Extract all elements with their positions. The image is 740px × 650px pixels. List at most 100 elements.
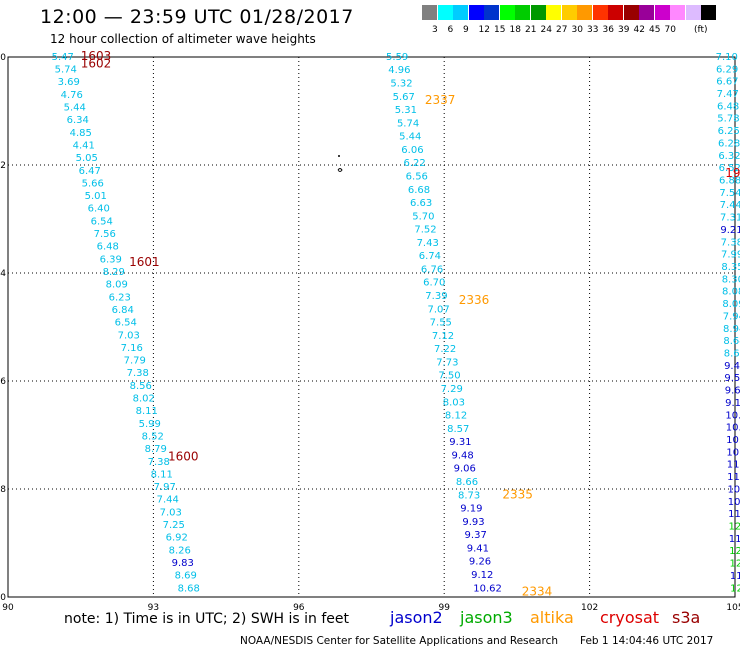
wave-height-value: 7.29 <box>441 384 463 395</box>
legend-label: 36 <box>602 25 614 35</box>
wave-height-value: 10.62 <box>473 583 502 594</box>
legend-label: 27 <box>556 25 568 35</box>
pass-time-label: 2334 <box>522 585 553 599</box>
wave-height-value: 11.9 <box>729 534 740 545</box>
wave-height-value: 8.26 <box>169 545 191 556</box>
satellite-cryosat-label: cryosat <box>600 608 660 627</box>
wave-height-value: 9.26 <box>469 557 491 568</box>
wave-height-value: 7.47 <box>717 89 739 100</box>
lat-tick-label: -14 <box>0 269 6 279</box>
legend-swatch <box>577 5 592 20</box>
wave-height-value: 7.79 <box>124 356 146 367</box>
wave-height-value: 6.56 <box>406 171 428 182</box>
wave-height-value: 6.88 <box>719 175 740 186</box>
wave-height-value: 7.12 <box>432 331 454 342</box>
satellite-s3a-label: s3a <box>672 608 701 627</box>
wave-height-value: 10.57 <box>726 423 740 434</box>
pass-time-label: 2335 <box>502 487 533 501</box>
wave-height-value: 8.65 <box>724 348 740 359</box>
wave-height-value: 7.44 <box>157 495 179 506</box>
wave-height-value: 8.03 <box>443 397 465 408</box>
pass-time-label: 1600 <box>168 450 199 464</box>
wave-height-value: 6.34 <box>67 115 89 126</box>
wave-height-value: 11.90 <box>727 472 740 483</box>
wave-height-value: 7.50 <box>438 371 460 382</box>
wave-height-value: 7.07 <box>427 304 449 315</box>
legend-swatch <box>468 5 484 20</box>
wave-height-value: 9.68 <box>725 386 740 397</box>
wave-height-value: 5.05 <box>76 153 98 164</box>
wave-height-value: 6.63 <box>410 198 432 209</box>
lon-tick-label: 105 <box>726 603 740 613</box>
wave-height-value: 7.73 <box>436 357 458 368</box>
legend-swatch <box>422 5 437 20</box>
wave-height-value: 8.11 <box>136 406 158 417</box>
legend-swatch <box>437 5 453 20</box>
wave-height-value: 7.10 <box>716 52 738 63</box>
wave-height-value: 7.43 <box>417 238 439 249</box>
wave-height-value: 6.28 <box>718 138 740 149</box>
wave-height-value: 7.03 <box>118 330 140 341</box>
wave-height-value: 5.32 <box>390 78 412 89</box>
wave-height-value: 6.48 <box>97 242 119 253</box>
wave-height-value: 6.67 <box>716 77 738 88</box>
wave-height-value: 7.38 <box>148 457 170 468</box>
wave-height-value: 5.31 <box>395 105 417 116</box>
wave-height-value: 6.39 <box>100 254 122 265</box>
legend-swatch <box>546 5 561 20</box>
legend-swatch <box>670 5 685 20</box>
pass-time-label: 19 <box>725 166 740 180</box>
wave-height-value: 6.70 <box>423 278 445 289</box>
legend-label: 12 <box>478 25 490 35</box>
wave-height-value: 8.12 <box>445 411 467 422</box>
legend-swatch <box>608 5 623 20</box>
legend-swatch <box>515 5 530 20</box>
wave-height-value: 5.44 <box>399 132 421 143</box>
wave-height-value: 6.48 <box>717 101 739 112</box>
wave-height-value: 8.09 <box>722 299 740 310</box>
wave-height-value: 7.94 <box>723 311 740 322</box>
legend-swatch <box>701 5 716 20</box>
wave-height-value: 7.25 <box>163 520 185 531</box>
legend-swatch <box>530 5 546 20</box>
legend-swatch <box>639 5 654 20</box>
lat-tick-label: -18 <box>0 485 6 495</box>
lat-tick-label: -20 <box>0 593 6 603</box>
wave-height-value: 6.76 <box>421 264 443 275</box>
wave-height-value: 6.29 <box>716 64 738 75</box>
wave-height-value: 8.68 <box>178 583 200 594</box>
wave-height-value: 8.57 <box>447 424 469 435</box>
wave-height-value: 11.3 <box>730 571 740 582</box>
units-note: note: 1) Time is in UTC; 2) SWH is in fe… <box>64 611 350 627</box>
wave-height-value: 10.25 <box>726 435 740 446</box>
wave-height-value: 5.74 <box>55 65 77 76</box>
wave-height-value: 6.68 <box>408 185 430 196</box>
wave-height-value: 4.41 <box>73 140 95 151</box>
wave-height-value: 9.93 <box>462 517 484 528</box>
wave-height-value: 9.48 <box>451 450 473 461</box>
wave-height-value: 7.38 <box>721 237 740 248</box>
pass-time-label: 2336 <box>459 293 490 307</box>
lat-tick-label: -16 <box>0 377 6 387</box>
wave-height-value: 8.69 <box>175 571 197 582</box>
wave-height-value: 7.03 <box>160 507 182 518</box>
legend-swatch <box>592 5 608 20</box>
wave-height-value: 9.06 <box>454 464 476 475</box>
wave-height-value: 6.92 <box>166 533 188 544</box>
wave-height-value: 8.52 <box>142 431 164 442</box>
wave-height-value: 9.83 <box>172 558 194 569</box>
credit-line: NOAA/NESDIS Center for Satellite Applica… <box>240 635 558 647</box>
legend-swatch <box>453 5 468 20</box>
map-frame <box>7 56 736 598</box>
legend-swatch <box>484 5 499 20</box>
wave-height-value: 8.29 <box>103 267 125 278</box>
satellite-altika-label: altika <box>530 608 574 627</box>
wave-height-value: 8.66 <box>456 477 478 488</box>
wave-height-value: 7.52 <box>414 225 436 236</box>
wave-height-value: 5.99 <box>139 419 161 430</box>
lon-tick-label: 93 <box>148 603 159 613</box>
wave-height-value: 8.11 <box>151 469 173 480</box>
wave-height-value: 9.21 <box>720 225 740 236</box>
wave-height-value: 8.35 <box>721 262 740 273</box>
